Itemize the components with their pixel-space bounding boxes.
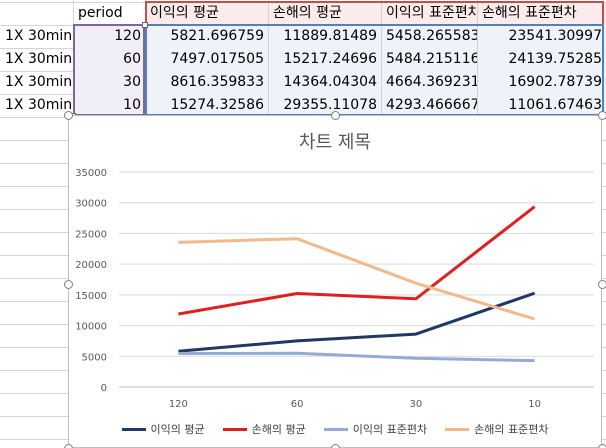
loss_std-cell[interactable]: 11061.67463: [478, 94, 606, 117]
chart-resize-handle[interactable]: [331, 111, 340, 120]
row-label[interactable]: 1X 30min: [5, 74, 73, 90]
range-resize-handle[interactable]: [142, 22, 148, 28]
legend-label: 손해의 평균: [251, 423, 306, 436]
y-tick-label: 15000: [75, 291, 107, 302]
y-tick-label: 30000: [75, 199, 107, 210]
loss_avg-cell[interactable]: 14364.04304: [269, 71, 381, 94]
y-tick-label: 35000: [75, 168, 107, 179]
series-line-0[interactable]: [178, 291, 536, 353]
legend-item[interactable]: 손해의 표준편차: [445, 421, 548, 437]
series-line-3[interactable]: [178, 237, 536, 321]
loss_std-cell[interactable]: 23541.30997: [478, 25, 606, 48]
y-tick-label: 20000: [75, 260, 107, 271]
row-label[interactable]: 1X 30min: [5, 28, 73, 44]
x-tick-label: 30: [410, 399, 423, 410]
chart-resize-handle[interactable]: [64, 444, 73, 448]
line-chart[interactable]: 차트 제목 0 5000 10000 15000 20000 25000 30000 3500…: [64, 111, 606, 448]
chart-resize-handle[interactable]: [331, 444, 340, 448]
x-tick-label: 60: [291, 399, 304, 410]
legend-item[interactable]: 이익의 표준편차: [323, 421, 428, 437]
loss_avg-cell[interactable]: 15217.24696: [269, 48, 381, 71]
gain_std-cell[interactable]: 4664.369231: [382, 71, 477, 94]
loss_std-cell[interactable]: 24139.75285: [478, 48, 606, 71]
gain_avg-cell[interactable]: 15274.32586: [146, 94, 268, 117]
series-line-2[interactable]: [178, 351, 535, 363]
loss_avg-cell[interactable]: 11889.81489: [269, 25, 381, 48]
gain_std-cell[interactable]: 4293.466667: [382, 94, 477, 117]
legend-item[interactable]: 이익의 평균: [121, 421, 205, 437]
chart-title[interactable]: 차트 제목: [299, 132, 371, 153]
header-2[interactable]: 이익의 평균: [146, 2, 268, 25]
chart-plot-area: 0 5000 10000 15000 20000 25000 30000 35000 120 60…: [75, 168, 594, 410]
gain_std-cell[interactable]: 5458.265583: [382, 25, 477, 48]
y-tick-label: 0: [101, 383, 107, 394]
chart-resize-handle[interactable]: [64, 111, 73, 120]
chart-resize-handle[interactable]: [598, 111, 606, 120]
row-label[interactable]: 1X 30min: [5, 97, 73, 113]
chart-resize-handle[interactable]: [598, 444, 606, 448]
x-tick-label: 120: [169, 399, 188, 410]
gain_std-cell[interactable]: 5484.215116: [382, 48, 477, 71]
header-3[interactable]: 손해의 평균: [269, 2, 381, 25]
legend-swatch: [445, 427, 470, 431]
gain_avg-cell[interactable]: 8616.359833: [146, 71, 268, 94]
legend-swatch: [222, 427, 247, 431]
legend-swatch: [121, 427, 146, 431]
row-label[interactable]: 1X 30min: [5, 51, 73, 67]
gain_avg-cell[interactable]: 7497.017505: [146, 48, 268, 71]
period-cell[interactable]: 30: [74, 71, 145, 94]
chart-legend[interactable]: 이익의 평균 손해의 평균 이익의 표준편차 손해의 표준편차: [69, 421, 601, 437]
gain_avg-cell[interactable]: 5821.696759: [146, 25, 268, 48]
header-4[interactable]: 이익의 표준편차: [382, 2, 477, 25]
legend-label: 손해의 표준편차: [474, 423, 549, 436]
legend-label: 이익의 평균: [150, 423, 205, 436]
legend-swatch: [323, 427, 348, 431]
chart-resize-handle[interactable]: [598, 279, 606, 289]
chart-resize-handle[interactable]: [64, 279, 73, 289]
period-cell[interactable]: 60: [74, 48, 145, 71]
header-period[interactable]: period: [78, 5, 123, 21]
y-tick-label: 5000: [82, 352, 107, 363]
loss_std-cell[interactable]: 16902.78739: [478, 71, 606, 94]
loss_avg-cell[interactable]: 29355.11078: [269, 94, 381, 117]
header-5[interactable]: 손해의 표준편차: [478, 2, 606, 25]
series-line-1[interactable]: [178, 205, 536, 316]
period-cell[interactable]: 10: [74, 94, 145, 117]
y-tick-label: 10000: [75, 322, 107, 333]
legend-item[interactable]: 손해의 평균: [222, 421, 306, 437]
x-tick-label: 10: [528, 399, 541, 410]
y-tick-label: 25000: [75, 229, 107, 240]
legend-label: 이익의 표준편차: [352, 423, 428, 436]
period-cell[interactable]: 120: [74, 25, 145, 48]
